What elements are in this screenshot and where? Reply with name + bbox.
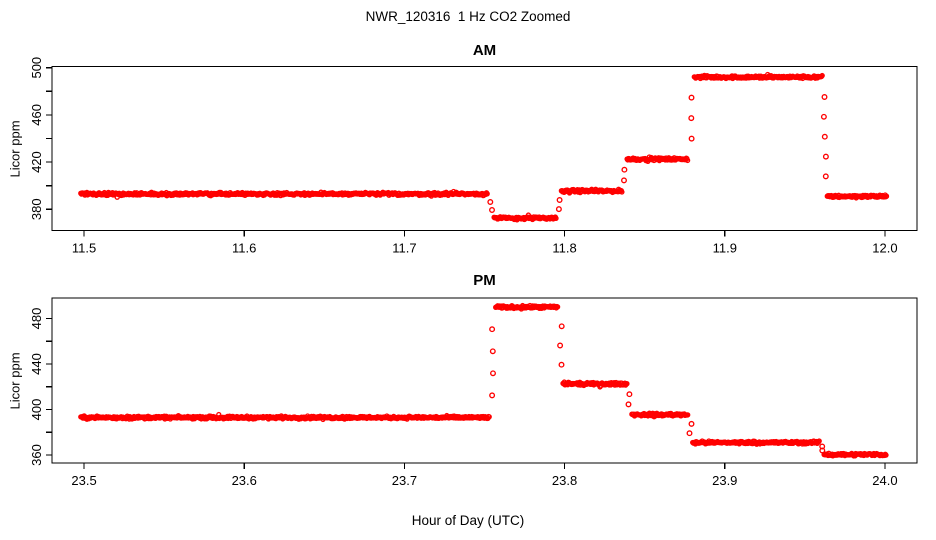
- svg-text:23.5: 23.5: [71, 473, 96, 488]
- svg-text:400: 400: [29, 399, 44, 421]
- svg-text:440: 440: [29, 353, 44, 375]
- svg-text:360: 360: [29, 444, 44, 466]
- figure-title: NWR_120316 1 Hz CO2 Zoomed: [365, 9, 571, 24]
- am-panel-title: AM: [472, 42, 497, 59]
- svg-text:11.6: 11.6: [232, 241, 256, 256]
- svg-text:23.9: 23.9: [712, 473, 737, 488]
- svg-text:12.0: 12.0: [872, 241, 897, 256]
- pm-panel-title: PM: [473, 272, 496, 289]
- svg-text:500: 500: [29, 57, 44, 79]
- svg-text:480: 480: [29, 308, 44, 330]
- svg-text:11.8: 11.8: [552, 241, 576, 256]
- svg-text:420: 420: [29, 151, 44, 173]
- svg-text:11.5: 11.5: [72, 241, 96, 256]
- svg-text:380: 380: [29, 198, 44, 220]
- x-axis-label: Hour of Day (UTC): [411, 513, 525, 528]
- svg-text:11.7: 11.7: [392, 241, 416, 256]
- svg-text:23.6: 23.6: [232, 473, 257, 488]
- svg-text:24.0: 24.0: [872, 473, 897, 488]
- svg-text:11.9: 11.9: [713, 241, 737, 256]
- svg-text:23.8: 23.8: [552, 473, 577, 488]
- svg-text:460: 460: [29, 104, 44, 126]
- svg-text:23.7: 23.7: [392, 473, 417, 488]
